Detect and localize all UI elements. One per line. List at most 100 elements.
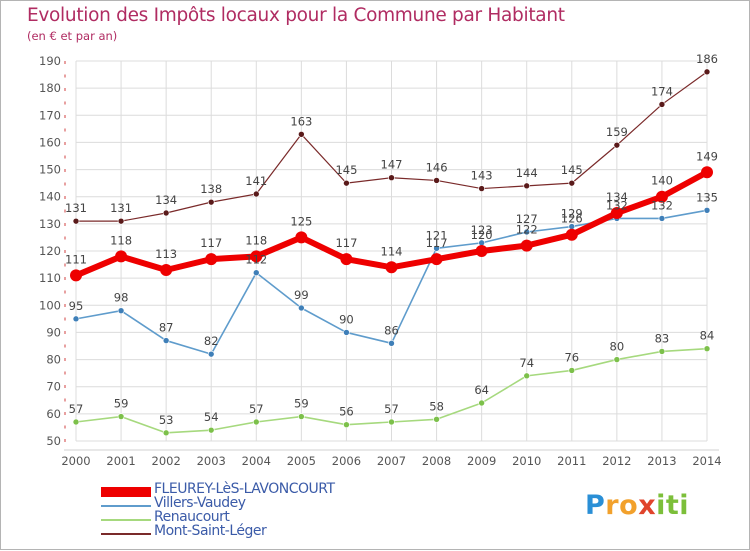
data-label: 64 (474, 383, 489, 397)
data-label: 99 (294, 288, 309, 302)
data-label: 145 (561, 163, 583, 177)
data-label: 127 (516, 212, 538, 226)
legend-label: Villers-Vaudey (154, 495, 246, 511)
legend-label: Mont-Saint-Léger (154, 523, 267, 539)
x-tick-label: 2001 (106, 454, 135, 468)
data-label: 144 (516, 166, 538, 180)
axis-layer: 50 60 70 80 90 100 110 120 130 140 150 160 170 180 190… (39, 54, 722, 468)
data-point (610, 207, 623, 219)
data-label: 118 (110, 233, 132, 247)
data-label: 117 (335, 236, 357, 250)
data-label: 138 (200, 182, 222, 196)
data-label: 149 (696, 149, 718, 163)
data-point (115, 250, 128, 263)
data-label: 95 (69, 299, 84, 313)
data-label: 134 (606, 190, 628, 204)
logo-letter: o (619, 490, 639, 521)
data-point (433, 177, 440, 184)
data-label: 54 (204, 410, 219, 424)
chart-subtitle: (en € et par an) (27, 29, 118, 43)
data-label: 145 (335, 163, 357, 177)
legend-swatch (101, 487, 151, 497)
data-point (70, 269, 82, 282)
data-point (478, 185, 485, 192)
data-point (658, 215, 666, 222)
x-tick-label: 2005 (287, 454, 316, 468)
data-point (478, 399, 485, 407)
data-label: 98 (114, 291, 129, 305)
data-label: 134 (155, 193, 177, 207)
legend-swatch (101, 519, 151, 521)
data-label: 131 (110, 201, 132, 215)
data-label: 174 (651, 84, 673, 98)
data-label: 111 (65, 252, 87, 266)
y-tick-label: 190 (39, 54, 61, 68)
data-label: 90 (339, 312, 354, 326)
logo-letter: i (679, 490, 690, 521)
y-tick-label: 160 (39, 135, 61, 149)
data-point (388, 418, 395, 426)
x-tick-label: 2008 (422, 454, 451, 468)
x-tick-label: 2002 (152, 454, 181, 468)
legend-label: Renaucourt (154, 509, 230, 525)
data-point (658, 348, 666, 355)
data-point (298, 413, 305, 420)
data-point (388, 339, 395, 347)
data-point (160, 264, 173, 276)
data-point (252, 269, 260, 277)
y-tick-label: 70 (46, 380, 61, 394)
data-label: 126 (561, 212, 583, 226)
data-point (613, 141, 621, 149)
data-point (701, 166, 713, 179)
data-label: 59 (294, 397, 309, 411)
proxiti-logo: Proxiti (585, 490, 689, 521)
data-label: 57 (249, 402, 264, 416)
x-tick-label: 2007 (377, 454, 406, 468)
data-point (72, 315, 80, 323)
data-point (343, 179, 350, 187)
x-tick-label: 2006 (332, 454, 361, 468)
data-point (117, 307, 125, 315)
legend-swatch (101, 505, 151, 507)
data-label: 82 (204, 334, 219, 348)
data-point (565, 228, 578, 241)
data-label: 146 (426, 160, 448, 174)
chart-title: Evolution des Impôts locaux pour la Comm… (27, 5, 565, 26)
data-label: 87 (159, 321, 174, 335)
data-point (433, 244, 440, 252)
x-tick-label: 2010 (512, 454, 541, 468)
data-label: 57 (384, 402, 399, 416)
data-point (475, 245, 488, 257)
x-tick-label: 2004 (242, 454, 271, 468)
data-label: 84 (700, 329, 715, 343)
data-label: 125 (290, 214, 312, 228)
data-point (568, 179, 576, 187)
data-label: 163 (290, 114, 312, 128)
data-label: 129 (561, 207, 583, 221)
logo-letter: t (665, 490, 680, 521)
data-point (520, 239, 533, 252)
y-tick-label: 130 (39, 217, 61, 231)
data-point (433, 415, 440, 423)
data-point (655, 190, 668, 203)
y-tick-label: 50 (46, 434, 61, 448)
data-label: 141 (245, 174, 267, 188)
data-point (117, 217, 125, 225)
y-tick-label: 170 (39, 108, 61, 122)
y-tick-label: 140 (39, 190, 61, 204)
data-label: 59 (114, 397, 129, 411)
data-point (162, 209, 170, 217)
data-point (658, 101, 666, 108)
data-point (117, 413, 125, 420)
logo-letter: i (656, 490, 666, 521)
data-label: 58 (429, 399, 444, 413)
y-tick-label: 80 (46, 353, 61, 367)
legend-label: FLEUREY-LèS-LAVONCOURT (154, 481, 335, 497)
data-label: 53 (159, 413, 174, 427)
data-label: 112 (245, 253, 267, 267)
data-label-layer: 131 131 134 138 141 163 145 147 146 143 144 145 159 1… (65, 52, 718, 427)
y-tick-label: 110 (39, 271, 61, 285)
data-point (162, 337, 170, 344)
data-point (207, 350, 215, 358)
proxiti-logo-text: Proxiti (585, 490, 689, 521)
